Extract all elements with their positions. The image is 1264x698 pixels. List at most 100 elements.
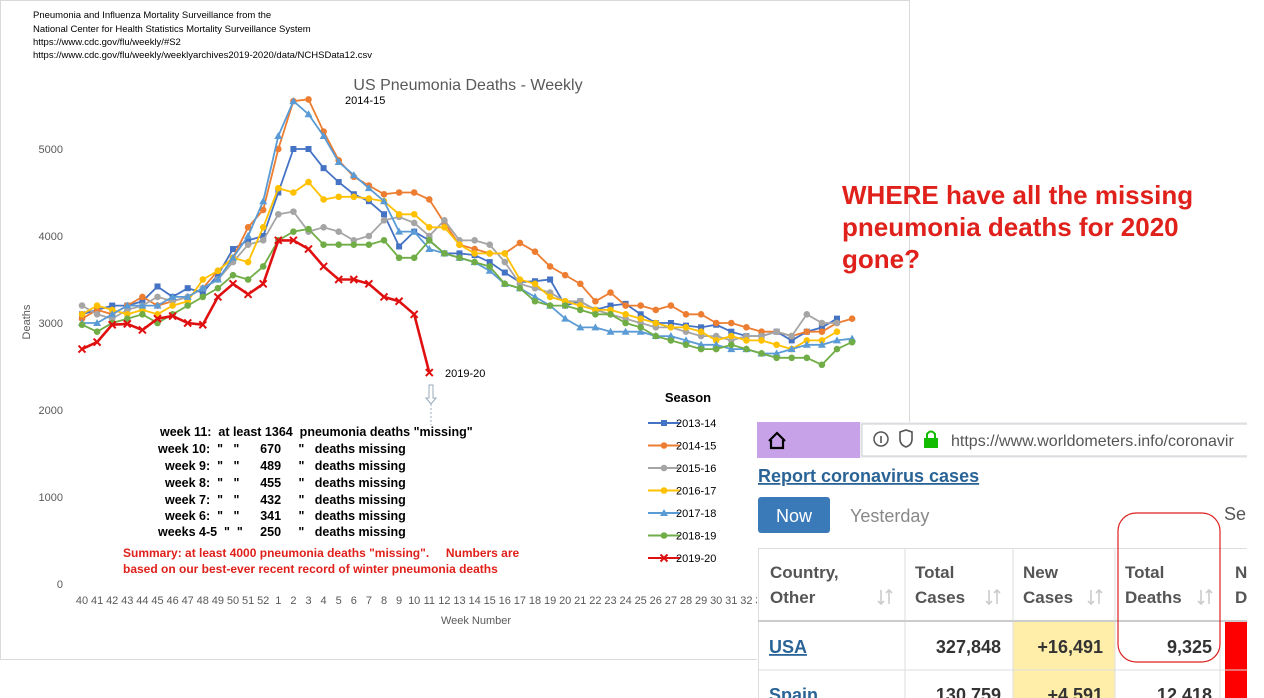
link[interactable]: Report coronavirus cases xyxy=(758,466,979,486)
marker xyxy=(350,193,358,201)
marker xyxy=(456,241,463,248)
cell: 12,418 xyxy=(1157,685,1212,698)
x-tick-label: 49 xyxy=(212,595,224,607)
marker xyxy=(123,319,132,329)
marker xyxy=(456,254,463,262)
x-tick-label: 22 xyxy=(589,595,601,607)
cell: 327,848 xyxy=(936,637,1001,657)
headline: pneumonia deaths for 2020 xyxy=(842,212,1179,242)
tab-button[interactable] xyxy=(758,497,830,533)
home-icon[interactable] xyxy=(768,431,786,450)
marker xyxy=(305,178,312,186)
marker xyxy=(78,321,86,329)
sort-icon[interactable] xyxy=(1197,588,1213,606)
marker xyxy=(289,97,298,105)
marker xyxy=(410,189,418,196)
marker xyxy=(335,228,343,235)
marker xyxy=(78,302,86,309)
marker xyxy=(833,336,841,344)
column-header: Cases xyxy=(1023,588,1073,607)
marker xyxy=(636,327,645,335)
x-tick-label: 6 xyxy=(351,595,357,607)
sort-icon[interactable] xyxy=(985,588,1001,606)
marker xyxy=(426,224,433,231)
note: week 11: at least 1364 pneumonia deaths … xyxy=(159,425,473,439)
marker xyxy=(154,293,161,301)
marker xyxy=(275,189,282,196)
header-line: Pneumonia and Influenza Mortality Survei… xyxy=(33,10,271,21)
x-tick-label: 30 xyxy=(710,595,722,607)
legend-label: 2017-18 xyxy=(676,508,716,520)
tab-label[interactable]: Se xyxy=(1224,504,1246,524)
chart-title: US Pneumonia Deaths - Weekly xyxy=(353,77,582,94)
sort-icon[interactable] xyxy=(1087,588,1103,606)
marker xyxy=(712,337,720,344)
marker xyxy=(425,245,434,253)
tab-label[interactable]: Now xyxy=(776,506,813,526)
marker xyxy=(395,254,403,262)
marker xyxy=(320,224,327,231)
marker xyxy=(591,323,600,331)
marker xyxy=(531,248,539,255)
marker xyxy=(244,258,252,266)
y-tick-label: 1000 xyxy=(39,492,63,504)
table-grid xyxy=(758,548,1247,698)
marker xyxy=(245,237,252,244)
x-tick-label: 51 xyxy=(242,595,254,607)
marker xyxy=(365,241,373,248)
marker xyxy=(304,110,313,118)
marker xyxy=(501,250,509,257)
marker xyxy=(501,280,509,288)
marker xyxy=(667,324,675,331)
country-link[interactable]: USA xyxy=(769,637,807,657)
marker xyxy=(561,314,570,322)
x-tick-label: 19 xyxy=(544,595,556,607)
marker xyxy=(486,241,494,248)
marker xyxy=(350,241,358,248)
marker xyxy=(320,196,327,203)
marker xyxy=(259,263,267,270)
marker xyxy=(471,237,478,244)
marker xyxy=(123,301,132,309)
marker xyxy=(244,232,253,239)
marker xyxy=(712,345,720,353)
marker xyxy=(109,302,116,309)
header-line: https://www.cdc.gov/flu/weekly/#S2 xyxy=(33,37,181,48)
x-tick-label: 26 xyxy=(650,595,662,607)
tab-label[interactable]: Yesterday xyxy=(850,506,929,526)
column-header: Total xyxy=(915,563,954,582)
marker xyxy=(803,337,811,344)
marker xyxy=(365,195,373,202)
x-tick-label: 14 xyxy=(468,595,480,607)
marker xyxy=(818,324,825,331)
sort-icon[interactable] xyxy=(877,588,893,606)
marker xyxy=(576,323,585,331)
marker xyxy=(607,311,614,318)
marker xyxy=(727,345,736,353)
marker xyxy=(199,293,207,301)
marker xyxy=(592,297,599,305)
marker xyxy=(305,146,312,152)
x-tick-label: 10 xyxy=(408,595,420,607)
marker xyxy=(547,276,554,283)
marker xyxy=(349,171,358,179)
marker xyxy=(379,292,389,302)
country-link[interactable]: Spain xyxy=(769,685,818,698)
x-tick-label: 28 xyxy=(680,595,692,607)
marker xyxy=(606,327,615,335)
x-tick-label: 5 xyxy=(336,595,342,607)
marker xyxy=(546,263,554,270)
marker xyxy=(546,293,554,301)
marker xyxy=(818,319,826,327)
marker xyxy=(124,315,131,322)
marker xyxy=(758,350,765,357)
column-header: New xyxy=(1023,563,1059,582)
marker xyxy=(259,197,268,205)
info-icon[interactable] xyxy=(873,431,889,447)
marker xyxy=(652,332,660,340)
marker xyxy=(410,210,418,218)
marker xyxy=(93,319,102,326)
x-tick-label: 3 xyxy=(305,595,311,607)
shield-icon[interactable] xyxy=(899,429,913,448)
x-tick-label: 46 xyxy=(166,595,178,607)
